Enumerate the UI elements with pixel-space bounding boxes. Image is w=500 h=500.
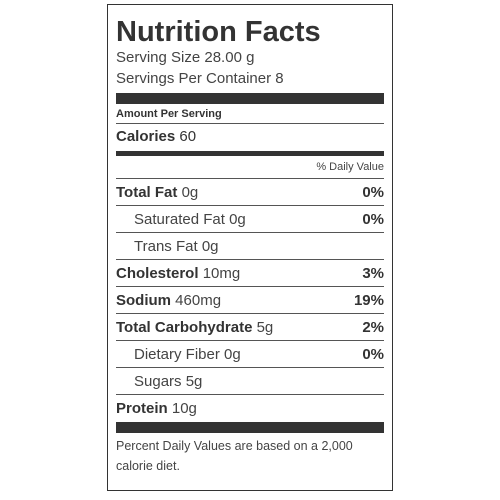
amount-per-serving: Amount Per Serving bbox=[116, 104, 384, 124]
nutrient-amount: 5g bbox=[256, 318, 274, 336]
nutrient-row-cholesterol: Cholesterol 10mg 3% bbox=[116, 260, 384, 287]
nutrient-name: Total Fat bbox=[116, 183, 178, 201]
nutrient-amount: 10g bbox=[171, 400, 197, 417]
daily-value-header: % Daily Value bbox=[116, 156, 384, 179]
servings-per-container: Servings Per Container 8 bbox=[116, 70, 284, 87]
nutrient-amount: 5g bbox=[185, 372, 203, 390]
nutrient-row-protein: Protein 10g bbox=[116, 395, 384, 422]
nutrient-name: Protein bbox=[116, 400, 168, 417]
nutrient-amount: 0g bbox=[181, 183, 199, 201]
nutrient-amount: 10mg bbox=[202, 264, 241, 282]
nutrient-percent: 19% bbox=[353, 291, 384, 309]
calories-value: 60 bbox=[179, 128, 197, 145]
nutrient-name: Sugars bbox=[134, 372, 182, 390]
calories-row: Calories 60 bbox=[116, 124, 384, 151]
serving-size: Serving Size 28.00 g bbox=[116, 49, 255, 66]
nutrient-row-total-carbohydrate: Total Carbohydrate 5g 2% bbox=[116, 314, 384, 341]
nutrient-name: Cholesterol bbox=[116, 264, 199, 282]
nutrient-row-saturated-fat: Saturated Fat 0g 0% bbox=[116, 206, 384, 233]
nutrition-label: Nutrition Facts Serving Size 28.00 g Ser… bbox=[107, 4, 393, 491]
nutrient-name: Sodium bbox=[116, 291, 171, 309]
nutrient-name: Trans Fat bbox=[134, 237, 198, 255]
calories-label: Calories bbox=[116, 128, 176, 145]
divider-thick bbox=[116, 93, 384, 104]
divider-medium bbox=[116, 151, 384, 156]
nutrient-percent: 0% bbox=[362, 345, 384, 363]
nutrient-name: Saturated Fat bbox=[134, 210, 225, 228]
divider-thick-bottom bbox=[116, 422, 384, 433]
footnote: Percent Daily Values are based on a 2,00… bbox=[116, 439, 353, 473]
nutrient-percent: 0% bbox=[362, 210, 384, 228]
nutrient-row-sodium: Sodium 460mg 19% bbox=[116, 287, 384, 314]
nutrient-row-sugars: Sugars 5g bbox=[116, 368, 384, 395]
nutrient-percent: 2% bbox=[362, 318, 384, 336]
nutrient-row-dietary-fiber: Dietary Fiber 0g 0% bbox=[116, 341, 384, 368]
nutrient-row-total-fat: Total Fat 0g 0% bbox=[116, 179, 384, 206]
nutrient-name: Dietary Fiber bbox=[134, 345, 220, 363]
label-title: Nutrition Facts bbox=[116, 16, 321, 48]
nutrient-amount: 0g bbox=[224, 345, 241, 363]
nutrient-row-trans-fat: Trans Fat 0g bbox=[116, 233, 384, 260]
nutrient-name: Total Carbohydrate bbox=[116, 318, 253, 336]
nutrient-amount: 0g bbox=[229, 210, 246, 228]
nutrient-amount: 460mg bbox=[175, 291, 222, 309]
nutrient-percent: 3% bbox=[362, 264, 384, 282]
nutrient-amount: 0g bbox=[201, 237, 219, 255]
nutrient-percent: 0% bbox=[362, 183, 384, 201]
